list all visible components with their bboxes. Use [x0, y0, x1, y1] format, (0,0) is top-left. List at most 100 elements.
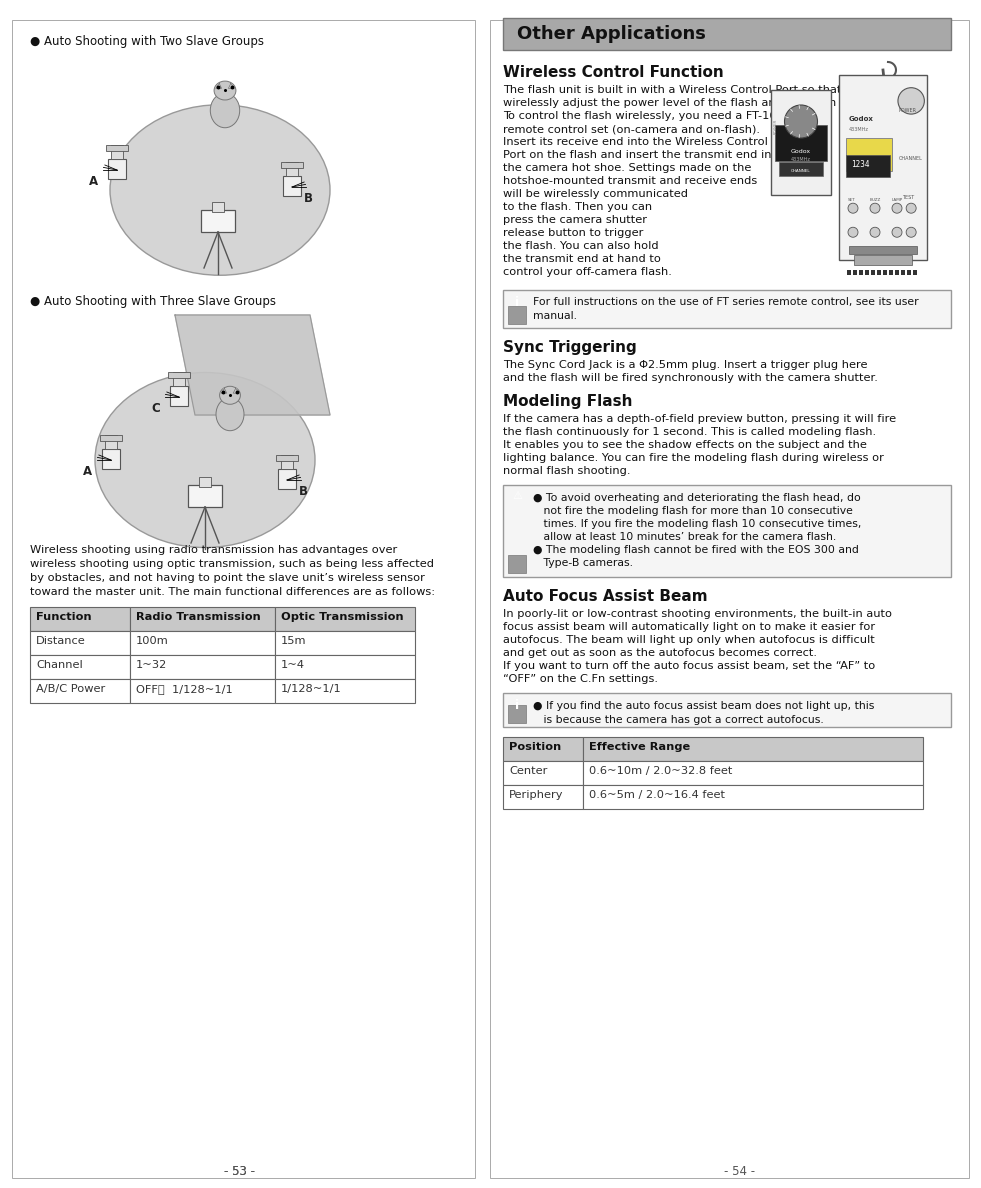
Polygon shape — [229, 83, 234, 88]
Text: SET: SET — [848, 198, 855, 202]
Text: allow at least 10 minutes’ break for the camera flash.: allow at least 10 minutes’ break for the… — [533, 532, 836, 542]
Text: 1~32: 1~32 — [136, 661, 167, 670]
Bar — [275, 631, 415, 655]
Polygon shape — [221, 388, 227, 393]
Text: For full instructions on the use of FT series remote control, see its user: For full instructions on the use of FT s… — [533, 297, 918, 307]
Text: 1~4: 1~4 — [281, 661, 305, 670]
Text: A: A — [82, 465, 92, 478]
Text: Effective Range: Effective Range — [589, 742, 691, 752]
Bar — [130, 631, 275, 655]
Bar — [278, 469, 296, 489]
Text: CHANNEL: CHANNEL — [792, 169, 811, 172]
Bar — [503, 762, 583, 785]
Bar — [503, 290, 951, 328]
Bar — [849, 246, 917, 254]
Bar — [508, 704, 526, 723]
Bar — [173, 372, 185, 386]
Text: and get out as soon as the autofocus becomes correct.: and get out as soon as the autofocus bec… — [503, 647, 817, 658]
Text: Godox: Godox — [849, 115, 874, 121]
Text: B: B — [304, 192, 313, 206]
Text: normal flash shooting.: normal flash shooting. — [503, 466, 631, 476]
Text: BUZZ: BUZZ — [870, 198, 881, 202]
Bar — [846, 154, 890, 177]
Bar — [201, 210, 235, 232]
Text: C: C — [151, 402, 160, 415]
Circle shape — [848, 227, 858, 238]
Circle shape — [906, 203, 916, 213]
Text: Wireless shooting using radio transmission has advantages over: Wireless shooting using radio transmissi… — [30, 545, 397, 555]
Text: wirelessly adjust the power level of the flash and the flash triggering.: wirelessly adjust the power level of the… — [503, 97, 900, 108]
Bar — [889, 270, 893, 274]
Text: the camera hot shoe. Settings made on the: the camera hot shoe. Settings made on th… — [503, 163, 751, 173]
Text: 1/128~1/1: 1/128~1/1 — [281, 684, 341, 694]
Text: 433MHz: 433MHz — [849, 127, 869, 132]
Text: CHANNEL: CHANNEL — [899, 157, 923, 162]
Bar — [503, 485, 951, 577]
Text: Godox: Godox — [791, 148, 811, 153]
Bar — [871, 270, 875, 274]
Bar — [503, 737, 583, 762]
Circle shape — [906, 227, 916, 238]
Text: Insert its receive end into the Wireless Control: Insert its receive end into the Wireless… — [503, 137, 768, 147]
Text: 15m: 15m — [281, 636, 306, 646]
Text: TEST: TEST — [903, 195, 914, 201]
Ellipse shape — [220, 386, 240, 404]
Text: Position: Position — [509, 742, 561, 752]
Bar — [30, 607, 130, 631]
Bar — [281, 162, 303, 168]
Text: 433MHz: 433MHz — [791, 157, 811, 163]
Text: POWER: POWER — [774, 119, 778, 134]
Bar — [503, 693, 951, 727]
Circle shape — [848, 203, 858, 213]
Text: the flash continuously for 1 second. This is called modeling flash.: the flash continuously for 1 second. Thi… — [503, 426, 876, 437]
Text: is because the camera has got a correct autofocus.: is because the camera has got a correct … — [533, 715, 824, 725]
Text: Radio Transmission: Radio Transmission — [136, 612, 261, 623]
Bar — [779, 162, 823, 176]
Ellipse shape — [785, 105, 817, 138]
Text: by obstacles, and not having to point the slave unit’s wireless sensor: by obstacles, and not having to point th… — [30, 573, 425, 583]
Bar — [30, 680, 130, 703]
Text: 0.6~5m / 2.0~16.4 feet: 0.6~5m / 2.0~16.4 feet — [589, 790, 725, 800]
Text: 1234: 1234 — [851, 160, 869, 169]
Bar — [130, 607, 275, 631]
Bar — [847, 270, 851, 274]
Bar — [106, 145, 128, 151]
Bar — [111, 145, 123, 159]
Circle shape — [892, 227, 902, 238]
Bar — [275, 607, 415, 631]
Text: Port on the flash and insert the transmit end into: Port on the flash and insert the transmi… — [503, 150, 783, 160]
Bar — [102, 449, 120, 469]
Text: will be wirelessly communicated: will be wirelessly communicated — [503, 189, 688, 200]
Bar — [130, 680, 275, 703]
Bar — [490, 20, 969, 1178]
Text: The Sync Cord Jack is a Φ2.5mm plug. Insert a trigger plug here: The Sync Cord Jack is a Φ2.5mm plug. Ins… — [503, 360, 867, 369]
Text: not fire the modeling flash for more than 10 consecutive: not fire the modeling flash for more tha… — [533, 506, 852, 516]
Text: remote control set (on-camera and on-flash).: remote control set (on-camera and on-fla… — [503, 124, 760, 134]
Ellipse shape — [216, 398, 244, 431]
Bar — [286, 162, 298, 176]
Text: the transmit end at hand to: the transmit end at hand to — [503, 254, 661, 264]
Bar — [281, 455, 293, 469]
Bar — [503, 18, 951, 50]
Bar — [275, 680, 415, 703]
Polygon shape — [216, 83, 222, 88]
Text: Distance: Distance — [36, 636, 85, 646]
Bar — [276, 455, 298, 461]
Text: Optic Transmission: Optic Transmission — [281, 612, 403, 623]
Bar — [30, 631, 130, 655]
Bar — [775, 125, 827, 162]
Text: To control the flash wirelessly, you need a FT-16S: To control the flash wirelessly, you nee… — [503, 110, 784, 121]
Text: ● Auto Shooting with Three Slave Groups: ● Auto Shooting with Three Slave Groups — [30, 295, 276, 308]
Text: OFF，  1/128~1/1: OFF， 1/128~1/1 — [136, 684, 232, 694]
Text: hotshoe-mounted transmit and receive ends: hotshoe-mounted transmit and receive end… — [503, 176, 757, 187]
Bar — [130, 655, 275, 680]
Bar — [100, 435, 122, 441]
Text: A/B/C Power: A/B/C Power — [36, 684, 105, 694]
Text: “OFF” on the C.Fn settings.: “OFF” on the C.Fn settings. — [503, 674, 658, 684]
Text: ● If you find the auto focus assist beam does not light up, this: ● If you find the auto focus assist beam… — [533, 701, 874, 710]
Text: times. If you fire the modeling flash 10 consecutive times,: times. If you fire the modeling flash 10… — [533, 519, 861, 529]
Text: B: B — [299, 485, 308, 498]
Bar — [275, 655, 415, 680]
Polygon shape — [175, 315, 330, 415]
Text: - 54 -: - 54 - — [724, 1165, 755, 1178]
